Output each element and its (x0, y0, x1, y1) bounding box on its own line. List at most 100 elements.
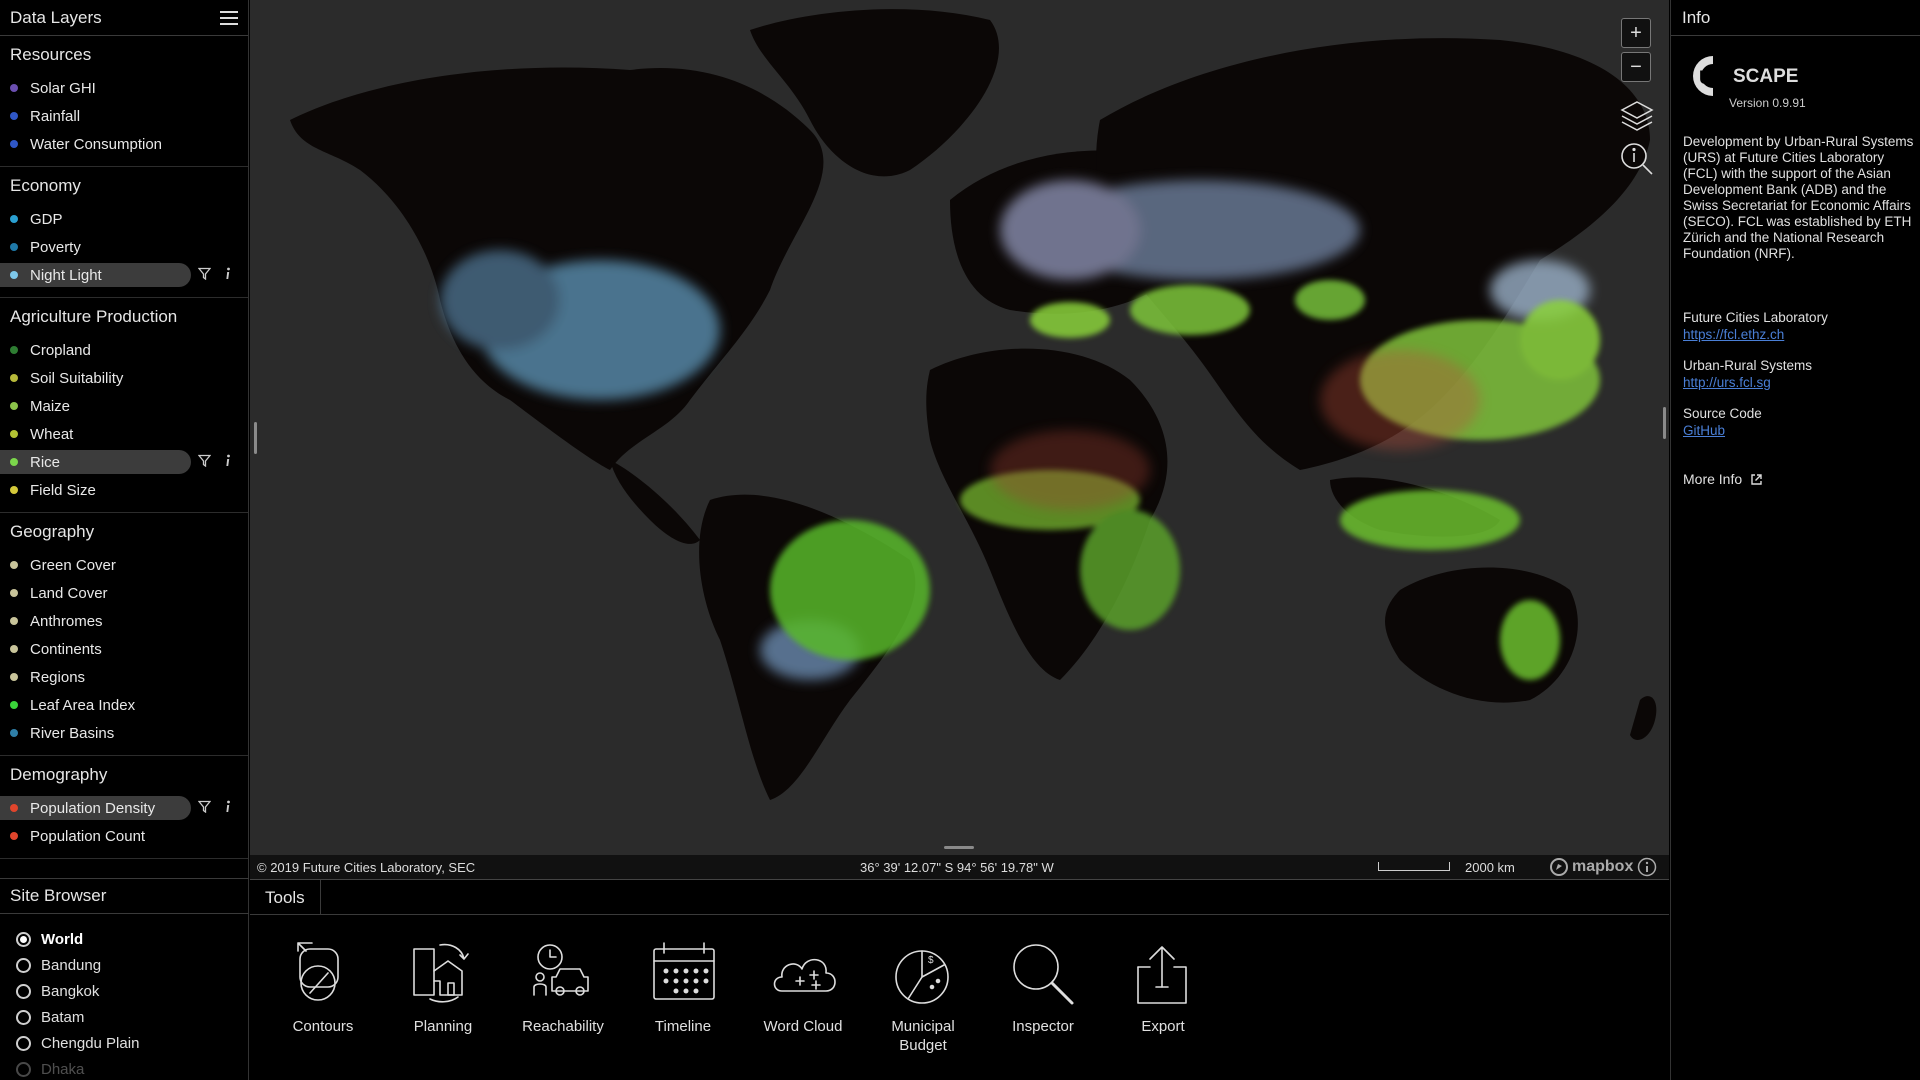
layer-item-land-cover[interactable]: Land Cover (0, 579, 248, 607)
tool-inspector[interactable]: Inspector (983, 941, 1103, 1036)
data-layers-panel: Data Layers Resources Solar GHI Rainfall Wa… (0, 0, 249, 1080)
layer-color-dot (10, 112, 18, 120)
layer-item-highlight (0, 235, 191, 259)
right-panel-resize-handle[interactable] (1663, 407, 1666, 439)
cursor-coordinates: 36° 39' 12.07" S 94° 56' 19.78" W (860, 859, 1054, 875)
layer-item-highlight (0, 450, 191, 474)
zoom-out-button[interactable]: − (1621, 52, 1651, 82)
info-title: Info (1682, 7, 1711, 27)
map-footer: © 2019 Future Cities Laboratory, SEC 36°… (250, 855, 1669, 879)
info-magnifier-icon[interactable] (1619, 141, 1655, 182)
hamburger-menu-icon[interactable] (220, 10, 238, 25)
layer-group-title: Economy (10, 176, 81, 195)
layer-item-label: GDP (30, 210, 63, 228)
layer-item-regions[interactable]: Regions (0, 663, 248, 691)
layer-item-night-light[interactable]: Night Light (0, 261, 248, 289)
tool-label: Reachability (522, 1018, 604, 1035)
layer-color-dot (10, 645, 18, 653)
layer-item-field-size[interactable]: Field Size (0, 476, 248, 504)
layer-groups: Resources Solar GHI Rainfall Water Consumpt… (0, 36, 248, 869)
radio-button[interactable] (16, 1035, 31, 1051)
layer-item-soil-suitability[interactable]: Soil Suitability (0, 364, 248, 392)
site-item-chengdu-plain[interactable]: Chengdu Plain (0, 1030, 249, 1056)
world-map[interactable]: + − © 2019 Future Cities Laboratory, SEC… (250, 0, 1669, 879)
layer-info-icon[interactable] (225, 800, 231, 813)
layer-item-label: Continents (30, 640, 102, 658)
layer-item-river-basins[interactable]: River Basins (0, 719, 248, 747)
attribution-info-icon[interactable] (1637, 857, 1657, 877)
layers-icon[interactable] (1619, 99, 1655, 138)
info-link-url[interactable]: http://urs.fcl.sg (1683, 375, 1771, 390)
radio-button[interactable] (16, 1061, 31, 1077)
layer-item-water-consumption[interactable]: Water Consumption (0, 130, 248, 158)
external-link-icon (1751, 473, 1762, 485)
left-panel-resize-handle[interactable] (254, 422, 257, 454)
filter-icon[interactable] (198, 267, 211, 280)
layer-item-label: Land Cover (30, 584, 108, 602)
timeline-icon (650, 941, 716, 1007)
layer-item-gdp[interactable]: GDP (0, 205, 248, 233)
layer-color-dot (10, 430, 18, 438)
layer-item-poverty[interactable]: Poverty (0, 233, 248, 261)
layer-item-population-density[interactable]: Population Density (0, 794, 248, 822)
site-item-dhaka[interactable]: Dhaka (0, 1056, 249, 1080)
more-info-link[interactable]: More Info (1683, 471, 1763, 487)
layer-item-rainfall[interactable]: Rainfall (0, 102, 248, 130)
layer-item-tools (198, 454, 231, 467)
tool-municipal-budget[interactable]: $ Municipal Budget (863, 941, 983, 1055)
layer-item-maize[interactable]: Maize (0, 392, 248, 420)
layer-item-rice[interactable]: Rice (0, 448, 248, 476)
radio-button[interactable] (16, 931, 31, 947)
layer-item-continents[interactable]: Continents (0, 635, 248, 663)
layer-item-label: Anthromes (30, 612, 103, 630)
mapbox-attribution[interactable]: mapbox (1550, 857, 1657, 877)
radio-button[interactable] (16, 983, 31, 999)
tool-timeline[interactable]: Timeline (623, 941, 743, 1036)
tool-contours[interactable]: Contours (263, 941, 383, 1036)
site-item-bandung[interactable]: Bandung (0, 952, 249, 978)
filter-icon[interactable] (198, 454, 211, 467)
info-link-url[interactable]: https://fcl.ethz.ch (1683, 327, 1785, 342)
layer-item-leaf-area-index[interactable]: Leaf Area Index (0, 691, 248, 719)
tool-planning[interactable]: Planning (383, 941, 503, 1036)
layer-color-dot (10, 458, 18, 466)
layer-color-dot (10, 243, 18, 251)
layer-group-geography: Geography Green Cover Land Cover Anthromes C… (0, 513, 248, 756)
bottom-panel-resize-handle[interactable] (944, 846, 974, 849)
site-label: World (41, 930, 84, 948)
layer-info-icon[interactable] (225, 454, 231, 467)
layer-item-solar-ghi[interactable]: Solar GHI (0, 74, 248, 102)
layer-item-green-cover[interactable]: Green Cover (0, 551, 248, 579)
scale-bar (1378, 862, 1450, 871)
site-item-world[interactable]: World (0, 926, 249, 952)
layer-group-resources: Resources Solar GHI Rainfall Water Consumpt… (0, 36, 248, 167)
tool-label: Contours (292, 1018, 354, 1035)
tool-reachability[interactable]: Reachability (503, 941, 623, 1036)
layer-item-cropland[interactable]: Cropland (0, 336, 248, 364)
tools-panel: Contours Planning Reachability Timeline Word… (250, 915, 1669, 1080)
layer-color-dot (10, 729, 18, 737)
radio-button[interactable] (16, 957, 31, 973)
layer-item-population-count[interactable]: Population Count (0, 822, 248, 850)
layer-item-wheat[interactable]: Wheat (0, 420, 248, 448)
tab-tools[interactable]: Tools (250, 880, 321, 916)
layer-color-dot (10, 486, 18, 494)
tool-label: Municipal Budget (891, 1018, 955, 1054)
tool-export[interactable]: Export (1103, 941, 1223, 1036)
site-item-bangkok[interactable]: Bangkok (0, 978, 249, 1004)
tool-label: Inspector (1012, 1018, 1074, 1035)
layer-item-highlight (0, 104, 191, 128)
site-item-batam[interactable]: Batam (0, 1004, 249, 1030)
filter-icon[interactable] (198, 800, 211, 813)
layer-group-title: Geography (10, 522, 95, 541)
layer-item-anthromes[interactable]: Anthromes (0, 607, 248, 635)
radio-button[interactable] (16, 1009, 31, 1025)
info-link-url[interactable]: GitHub (1683, 423, 1726, 438)
data-layers-header: Data Layers (0, 0, 248, 36)
layer-info-icon[interactable] (225, 267, 231, 280)
logo-prefix: UR (1699, 68, 1727, 89)
layer-color-dot (10, 374, 18, 382)
tool-word-cloud[interactable]: Word Cloud (743, 941, 863, 1036)
zoom-in-button[interactable]: + (1621, 18, 1651, 48)
info-header: Info (1671, 0, 1920, 36)
